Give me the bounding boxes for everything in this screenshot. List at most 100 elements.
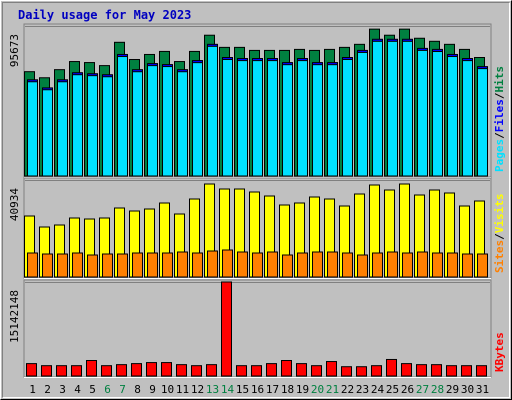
x-tick-label: 15 bbox=[236, 383, 249, 396]
bar bbox=[236, 365, 247, 377]
bar bbox=[297, 60, 308, 177]
x-tick-label: 30 bbox=[461, 383, 474, 396]
bar bbox=[116, 364, 127, 377]
bar bbox=[447, 252, 458, 278]
bar bbox=[132, 252, 143, 278]
bar bbox=[357, 254, 368, 278]
legend-entry: Hits bbox=[493, 66, 506, 93]
x-tick-label: 28 bbox=[431, 383, 444, 396]
x-tick-label: 2 bbox=[44, 383, 51, 396]
bar bbox=[117, 56, 128, 177]
x-tick-label: 12 bbox=[191, 383, 204, 396]
bar bbox=[477, 253, 488, 278]
plot-area bbox=[23, 279, 492, 378]
bar bbox=[56, 365, 67, 377]
bar bbox=[222, 249, 233, 278]
bar bbox=[281, 360, 292, 377]
bar bbox=[147, 252, 158, 278]
bar bbox=[101, 365, 112, 377]
bar bbox=[462, 60, 473, 177]
bar bbox=[27, 81, 38, 177]
bar bbox=[207, 45, 218, 177]
bar bbox=[192, 62, 203, 177]
bar bbox=[432, 252, 443, 278]
legend: Sites/Visits bbox=[493, 194, 506, 274]
bar bbox=[461, 365, 472, 377]
bar bbox=[27, 252, 38, 278]
bar bbox=[417, 49, 428, 177]
bar bbox=[251, 365, 262, 377]
x-tick-label: 14 bbox=[221, 383, 235, 396]
bar bbox=[401, 363, 412, 377]
bar bbox=[162, 252, 173, 278]
bar bbox=[72, 74, 83, 177]
x-tick-label: 4 bbox=[74, 383, 81, 396]
bar bbox=[132, 71, 143, 177]
bar bbox=[386, 358, 397, 377]
bar bbox=[206, 364, 217, 377]
bar bbox=[191, 365, 202, 377]
x-tick-label: 11 bbox=[176, 383, 189, 396]
bar bbox=[372, 40, 383, 177]
x-tick-label: 7 bbox=[119, 383, 126, 396]
legend-entry: Visits bbox=[493, 194, 506, 234]
bar bbox=[402, 252, 413, 278]
bar bbox=[266, 363, 277, 377]
bar bbox=[162, 66, 173, 177]
legend-separator: / bbox=[493, 233, 506, 240]
bar bbox=[357, 51, 368, 177]
bar bbox=[387, 251, 398, 278]
bar bbox=[387, 40, 398, 177]
x-tick-label: 1 bbox=[29, 383, 36, 396]
bar bbox=[177, 251, 188, 278]
x-tick-label: 23 bbox=[356, 383, 369, 396]
bar bbox=[87, 75, 98, 177]
legend-separator: / bbox=[493, 132, 506, 139]
bar bbox=[476, 365, 487, 377]
bar bbox=[327, 64, 338, 177]
bar bbox=[41, 365, 52, 377]
x-tick-label: 8 bbox=[134, 383, 141, 396]
bar bbox=[252, 252, 263, 278]
bar bbox=[282, 254, 293, 278]
x-tick-label: 31 bbox=[476, 383, 489, 396]
bar bbox=[267, 251, 278, 278]
bar bbox=[356, 366, 367, 377]
bar bbox=[222, 59, 233, 177]
legend-separator: / bbox=[493, 92, 506, 99]
bar bbox=[417, 251, 428, 278]
x-tick-label: 21 bbox=[326, 383, 339, 396]
bar bbox=[311, 365, 322, 377]
legend-entry: Sites bbox=[493, 240, 506, 273]
bar bbox=[192, 252, 203, 278]
x-tick-label: 25 bbox=[386, 383, 399, 396]
x-tick-label: 22 bbox=[341, 383, 354, 396]
x-tick-label: 9 bbox=[149, 383, 156, 396]
bar bbox=[161, 362, 172, 377]
bar bbox=[102, 76, 113, 177]
y-tick-label: 40934 bbox=[8, 188, 21, 221]
bar bbox=[297, 252, 308, 278]
bar bbox=[267, 60, 278, 177]
bar bbox=[237, 60, 248, 177]
bar bbox=[446, 365, 457, 377]
x-tick-label: 24 bbox=[371, 383, 385, 396]
x-tick-label: 16 bbox=[251, 383, 264, 396]
legend-entry: Files bbox=[493, 99, 506, 132]
bar bbox=[341, 366, 352, 377]
bar bbox=[42, 253, 53, 278]
x-tick-label: 17 bbox=[266, 383, 279, 396]
bar bbox=[447, 56, 458, 177]
bar bbox=[207, 250, 218, 278]
bar bbox=[372, 252, 383, 278]
bar bbox=[342, 252, 353, 278]
bar bbox=[237, 251, 248, 278]
x-tick-label: 19 bbox=[296, 383, 309, 396]
legend: KBytes bbox=[493, 332, 506, 372]
x-tick-label: 20 bbox=[311, 383, 324, 396]
bar bbox=[312, 64, 323, 177]
x-tick-label: 29 bbox=[446, 383, 459, 396]
x-tick-label: 18 bbox=[281, 383, 294, 396]
bar bbox=[86, 360, 97, 377]
